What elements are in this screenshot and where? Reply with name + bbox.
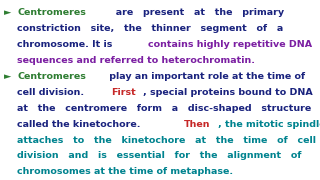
Text: chromosome. It is: chromosome. It is	[4, 40, 116, 49]
Text: division   and   is   essential   for   the   alignment   of: division and is essential for the alignm…	[4, 152, 301, 161]
Text: ►: ►	[4, 8, 14, 17]
Text: chromosomes at the time of metaphase.: chromosomes at the time of metaphase.	[4, 167, 233, 176]
Text: are   present   at   the   primary: are present at the primary	[106, 8, 284, 17]
Text: Centromeres: Centromeres	[17, 8, 86, 17]
Text: attaches   to   the   kinetochore   at   the   time   of   cell: attaches to the kinetochore at the time …	[4, 136, 316, 145]
Text: First: First	[111, 88, 136, 97]
Text: ►: ►	[4, 72, 14, 81]
Text: contains highly repetitive DNA: contains highly repetitive DNA	[148, 40, 312, 49]
Text: Then: Then	[184, 120, 211, 129]
Text: play an important role at the time of: play an important role at the time of	[106, 72, 305, 81]
Text: called the kinetochore.: called the kinetochore.	[4, 120, 144, 129]
Text: cell division.: cell division.	[4, 88, 87, 97]
Text: constriction   site,   the   thinner   segment   of   a: constriction site, the thinner segment o…	[4, 24, 283, 33]
Text: , the mitotic spindle: , the mitotic spindle	[218, 120, 320, 129]
Text: , special proteins bound to DNA: , special proteins bound to DNA	[143, 88, 313, 97]
Text: at   the   centromere   form   a   disc-shaped   structure: at the centromere form a disc-shaped str…	[4, 104, 311, 113]
Text: Centromeres: Centromeres	[17, 72, 86, 81]
Text: sequences and referred to heterochromatin.: sequences and referred to heterochromati…	[4, 56, 255, 65]
